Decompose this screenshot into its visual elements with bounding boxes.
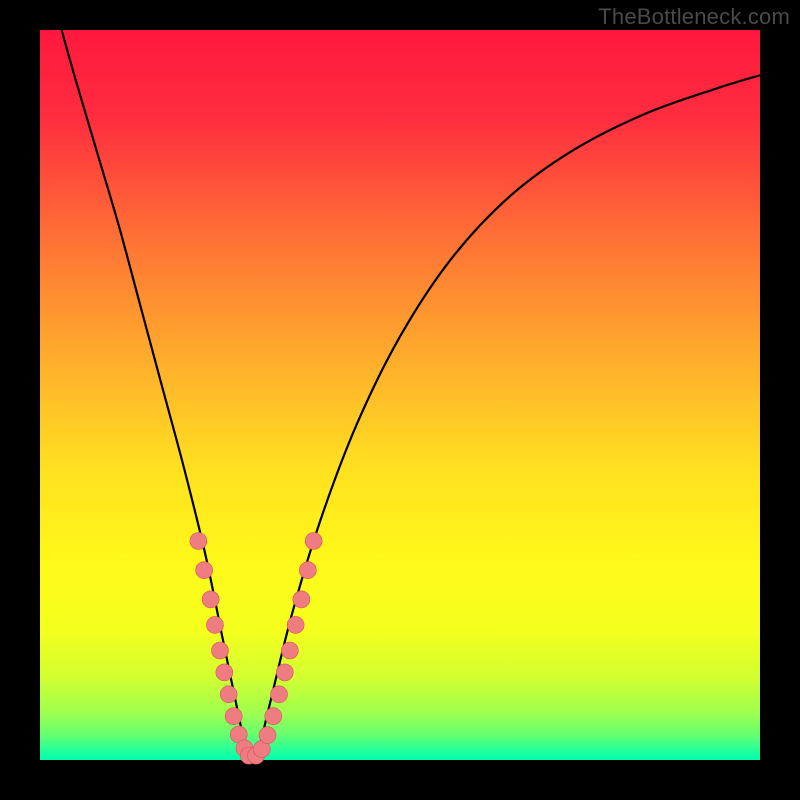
data-marker bbox=[202, 591, 219, 608]
data-marker bbox=[281, 642, 298, 659]
data-marker bbox=[216, 664, 233, 681]
data-marker bbox=[276, 664, 293, 681]
data-marker bbox=[299, 562, 316, 579]
data-marker bbox=[271, 686, 288, 703]
data-marker bbox=[287, 616, 304, 633]
chart-stage: TheBottleneck.com bbox=[0, 0, 800, 800]
data-marker bbox=[212, 642, 229, 659]
data-marker bbox=[225, 708, 242, 725]
data-marker bbox=[190, 533, 207, 550]
data-marker bbox=[196, 562, 213, 579]
data-marker bbox=[265, 708, 282, 725]
chart-svg bbox=[0, 0, 800, 800]
data-marker bbox=[206, 616, 223, 633]
data-marker bbox=[259, 727, 276, 744]
data-marker bbox=[305, 533, 322, 550]
plot-background bbox=[40, 30, 760, 760]
data-marker bbox=[293, 591, 310, 608]
data-marker bbox=[220, 686, 237, 703]
